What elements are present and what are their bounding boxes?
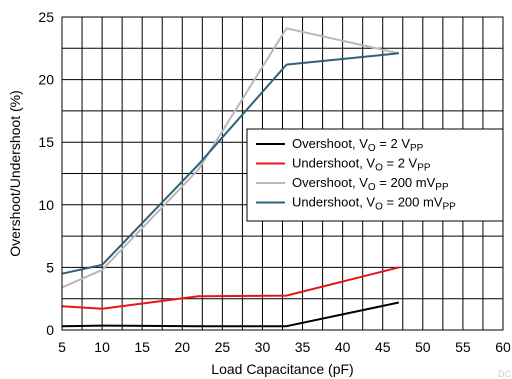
x-tick-labels: 5 10 15 20 25 30 35 40 45 50 55 60 [58,339,511,355]
legend-item: Undershoot, VO = 2 VPP [256,156,431,174]
y-tick-label: 0 [46,322,54,338]
x-tick-label: 30 [255,339,271,355]
series-line-4 [61,52,399,275]
series-line-3 [61,27,400,289]
legend-label: Overshoot, VO = 200 mVPP [292,175,449,193]
series-line-2 [61,266,400,310]
y-tick-label: 15 [38,134,54,150]
x-tick-label: 25 [215,339,231,355]
y-tick-labels: 0 5 10 15 20 25 [38,9,54,338]
x-tick-label: 5 [58,339,66,355]
x-tick-label: 40 [335,339,351,355]
legend-label: Undershoot, VO = 2 VPP [292,156,431,174]
y-tick-label: 5 [46,259,54,275]
x-tick-label: 50 [415,339,431,355]
watermark-text: DC [498,369,511,379]
legend-label: Undershoot, VO = 200 mVPP [292,195,456,213]
x-tick-label: 35 [295,339,311,355]
y-tick-label: 10 [38,197,54,213]
legend: Overshoot, VO = 2 VPP Undershoot, VO = 2 … [246,128,504,222]
x-tick-label: 45 [375,339,391,355]
x-tick-label: 15 [134,339,150,355]
series-line-1 [61,301,400,328]
x-tick-label: 20 [174,339,190,355]
y-tick-label: 20 [38,72,54,88]
legend-box [246,128,504,222]
legend-item: Overshoot, VO = 2 VPP [256,136,424,154]
x-tick-label: 10 [94,339,110,355]
y-axis-label: Overshoot/Undershoot (%) [7,90,23,257]
x-tick-label: 60 [495,339,511,355]
legend-label: Overshoot, VO = 2 VPP [292,136,424,154]
legend-item: Undershoot, VO = 200 mVPP [256,195,456,213]
y-tick-label: 25 [38,9,54,25]
x-axis-label: Load Capacitance (pF) [211,361,353,377]
legend-item: Overshoot, VO = 200 mVPP [256,175,449,193]
series-lines [61,27,400,328]
x-tick-label: 55 [455,339,471,355]
